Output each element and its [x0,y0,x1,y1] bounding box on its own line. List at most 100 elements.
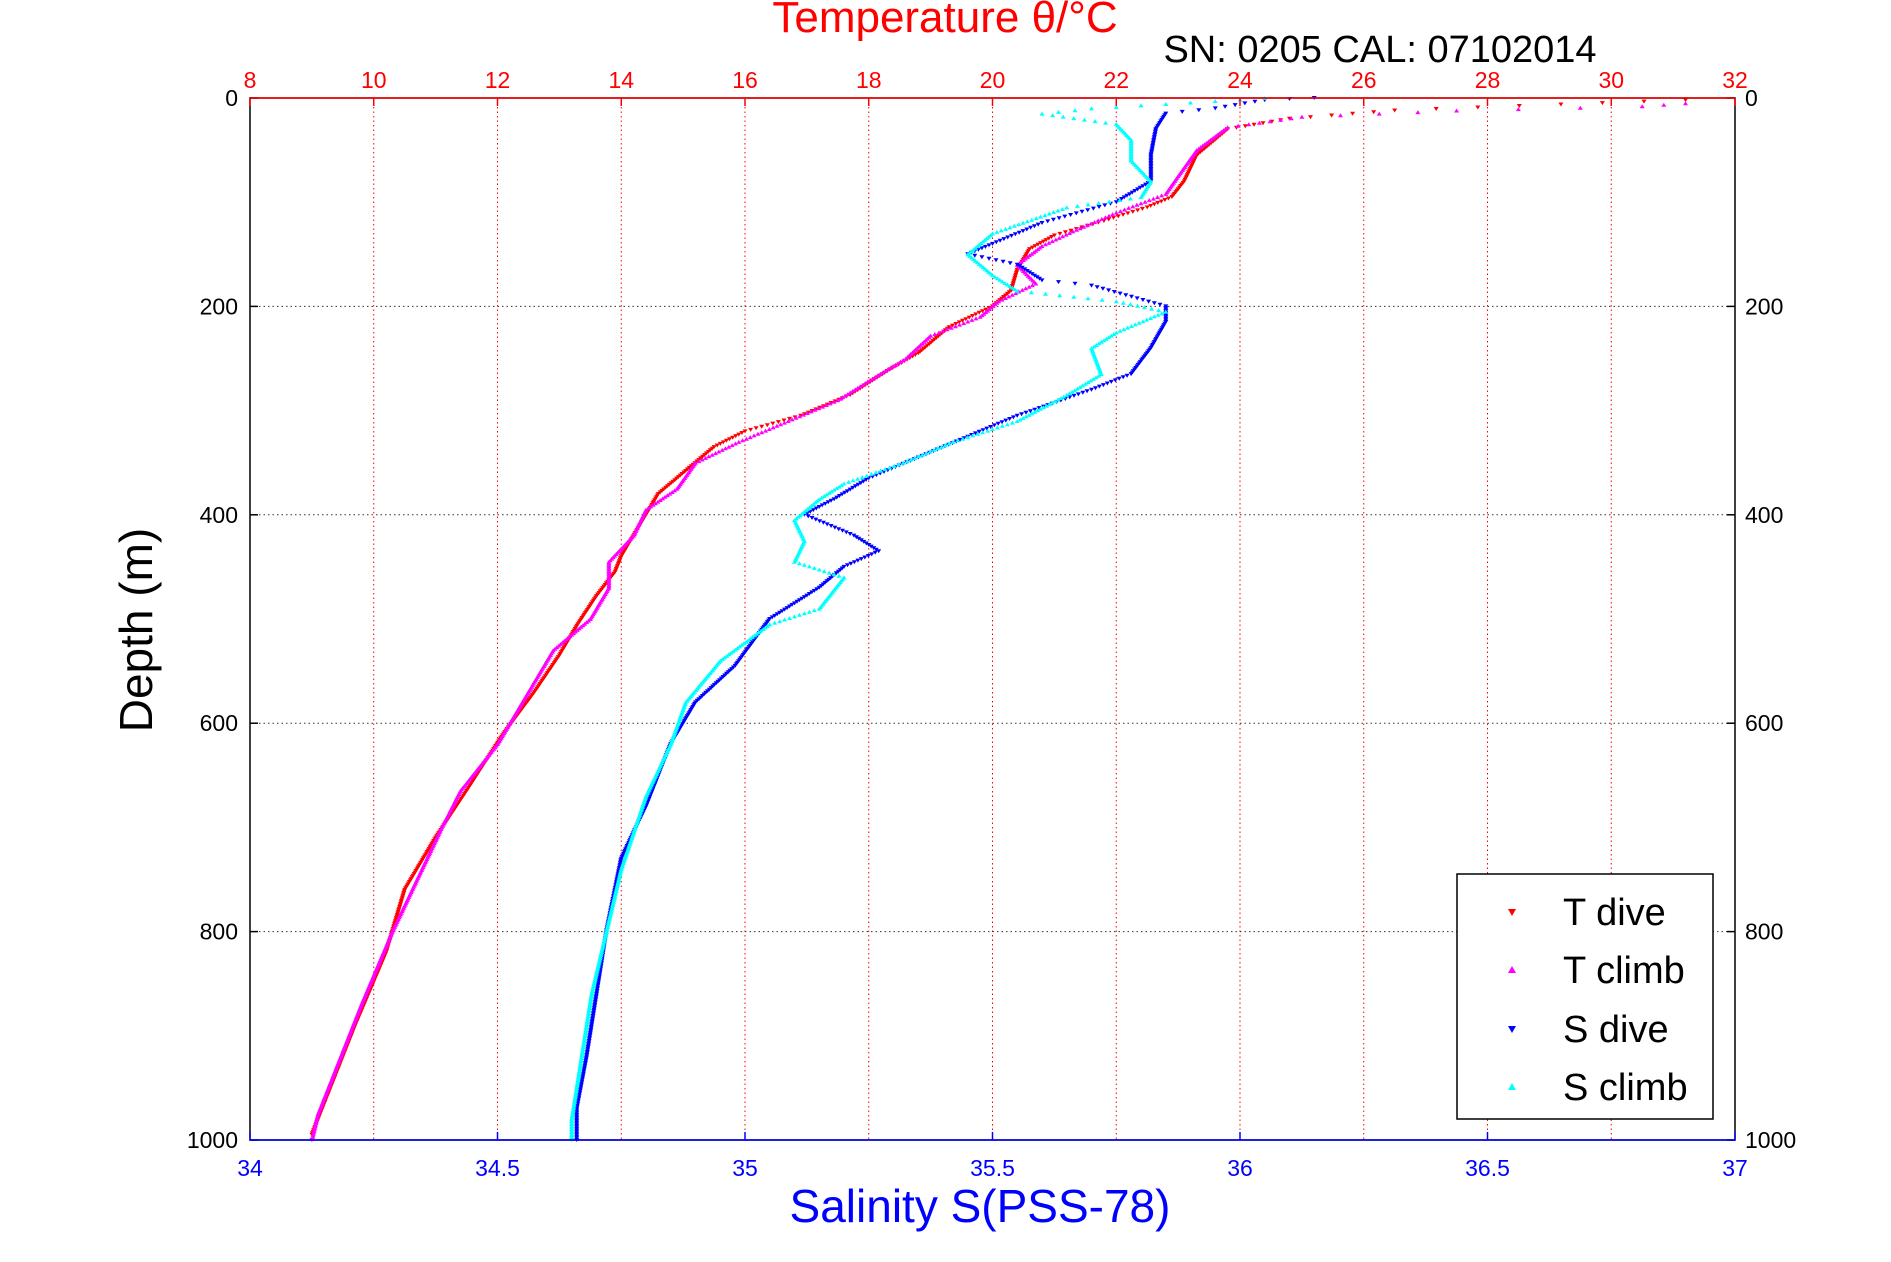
data-point [1094,285,1100,290]
data-point [799,596,805,601]
data-point [1077,226,1083,231]
data-point [739,431,745,435]
data-point [979,246,985,251]
data-point [1157,302,1163,307]
data-point [1096,373,1102,378]
data-point [952,324,958,329]
data-point [1371,110,1377,115]
data-point [1475,105,1481,110]
data-point [1148,316,1153,320]
data-point [831,487,837,492]
data-point [777,619,783,624]
data-point [970,433,976,438]
data-point [784,606,790,611]
data-point [789,417,795,422]
data-point [579,1054,585,1059]
tick-label-right: 0 [1745,85,1758,111]
data-point [774,423,780,428]
tick-label-bottom: 34 [237,1155,263,1181]
data-point [1260,121,1266,126]
data-point [852,387,858,392]
data-point [801,412,806,417]
data-point [1029,411,1035,416]
data-point [1092,119,1098,124]
data-point [848,561,854,566]
data-point [1135,208,1141,213]
data-point [1140,184,1146,189]
data-point [944,327,950,332]
data-point [775,420,781,425]
data-point [993,258,999,263]
data-point [1129,190,1135,195]
data-point [900,460,906,465]
data-point [1029,272,1035,277]
data-point [713,451,718,456]
data-point [720,440,726,445]
plot-data [309,96,1688,1142]
data-point [755,431,761,436]
data-point [730,435,736,440]
data-point [882,369,888,373]
data-point [1106,199,1112,204]
data-point [1093,386,1098,391]
data-point [862,555,868,560]
tick-label-left: 400 [200,502,238,528]
data-point [811,608,817,613]
data-point [1126,205,1132,210]
series-t-climb [309,101,1688,1142]
legend-marker-s-dive [1508,1026,1516,1033]
data-point [1558,102,1564,107]
data-point [1242,124,1248,129]
data-point [1084,223,1090,228]
data-point [824,522,830,527]
data-point [1040,239,1046,244]
data-point [979,255,985,260]
data-point [1140,298,1146,302]
data-point [1070,229,1076,234]
data-point [669,490,675,494]
data-point [1124,193,1130,198]
data-point [1121,327,1127,332]
data-point [960,436,966,441]
data-point [1035,222,1041,227]
data-point [853,535,859,540]
data-point [931,447,937,452]
data-point [1064,205,1070,210]
data-point [1031,224,1037,229]
tick-label-top: 30 [1598,67,1624,93]
data-point [1288,116,1294,121]
data-point [977,314,983,319]
data-point [1094,343,1099,347]
data-point [819,495,825,500]
data-point [1115,214,1121,219]
data-point [607,915,613,920]
legend-label-t-dive: T dive [1563,892,1666,934]
data-point [1079,209,1085,214]
data-point [834,486,840,491]
data-point [785,419,791,423]
data-point [903,356,909,361]
data-point [1066,391,1072,396]
data-point [855,558,861,563]
data-point [1683,101,1688,106]
data-point [1059,206,1065,211]
data-point [877,372,883,377]
data-point [1041,405,1046,410]
data-point [817,519,823,524]
data-point [772,613,778,618]
data-point [1072,108,1078,113]
data-point [1515,107,1521,112]
data-point [753,426,759,431]
data-point [1038,241,1044,246]
data-point [1019,265,1025,270]
data-point [927,449,933,454]
data-point [855,476,861,481]
data-point [836,573,842,578]
data-point [1082,381,1088,386]
data-point [716,449,722,454]
data-point [975,431,981,436]
data-point [577,1067,583,1072]
data-point [869,552,875,557]
data-point [1102,215,1108,220]
